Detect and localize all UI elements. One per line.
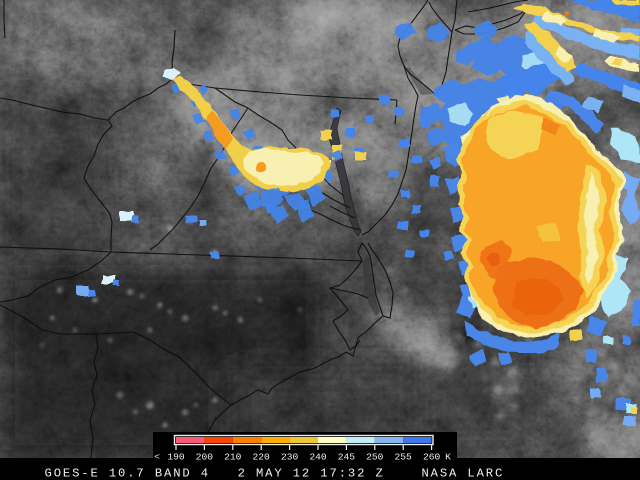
svg-text:K: K [445, 452, 451, 463]
svg-text:255: 255 [395, 452, 413, 463]
svg-text:220: 220 [253, 452, 271, 463]
svg-text:260: 260 [423, 452, 441, 463]
svg-text:245: 245 [338, 452, 356, 463]
svg-text:190: 190 [167, 452, 185, 463]
svg-text:230: 230 [281, 452, 299, 463]
svg-text:250: 250 [366, 452, 384, 463]
svg-text:<: < [154, 452, 160, 463]
svg-text:200: 200 [196, 452, 214, 463]
svg-text:GOES-E 10.7 BAND 4 2 MAY 12: GOES-E 10.7 BAND 4 2 MAY 12 17:32 Z NASA… [45, 467, 505, 480]
svg-text:210: 210 [224, 452, 242, 463]
svg-text:240: 240 [309, 452, 327, 463]
